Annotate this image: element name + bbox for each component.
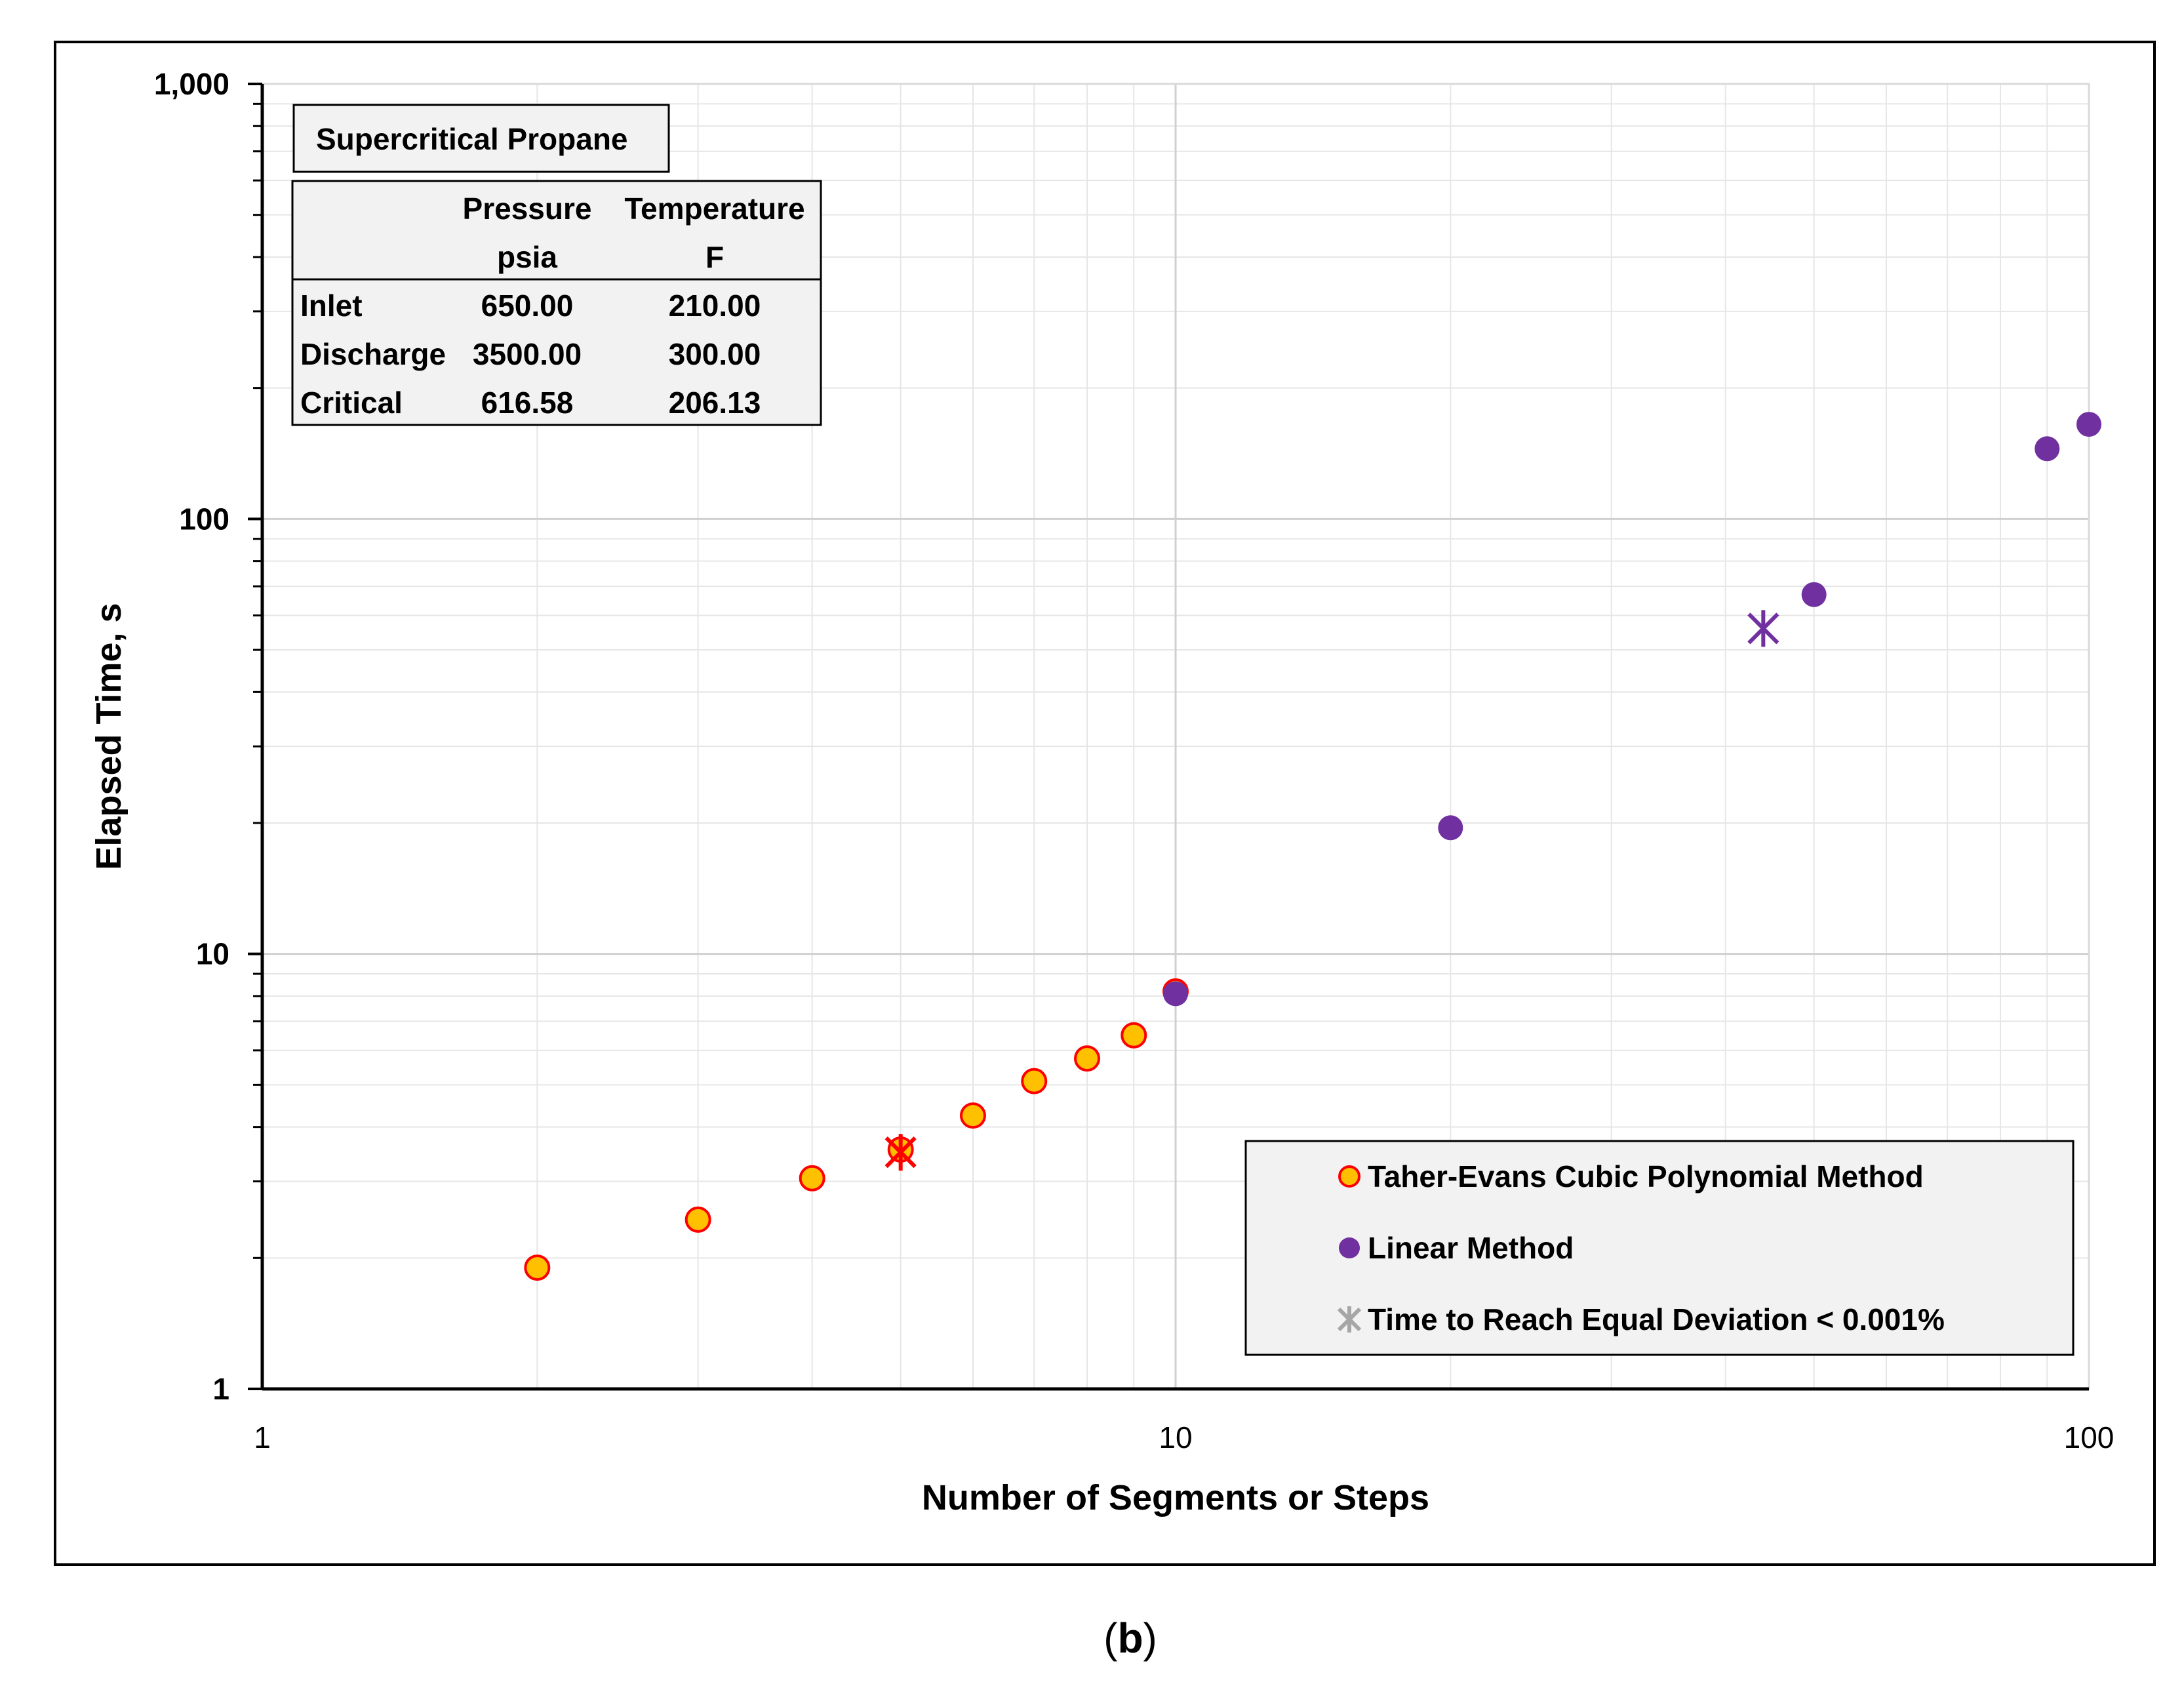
x-tick-label: 100	[2064, 1420, 2115, 1454]
table-cell: 616.58	[481, 386, 574, 420]
y-tick-label: 10	[196, 937, 229, 971]
table-cell: 210.00	[669, 289, 761, 323]
data-point-taher-evans	[959, 1102, 986, 1129]
y-tick-label: 1,000	[154, 67, 229, 101]
data-point-taher-evans	[524, 1254, 551, 1281]
table-cell: 650.00	[481, 289, 574, 323]
x-tick-label: 1	[254, 1420, 271, 1454]
data-point-equal-deviation	[884, 1134, 917, 1171]
legend-label-equal-deviation: Time to Reach Equal Deviation < 0.001%	[1368, 1302, 1945, 1336]
y-axis-title: Elapsed Time, s	[89, 603, 129, 870]
data-point-taher-evans	[1074, 1045, 1101, 1072]
table-header-pressure: Pressure	[463, 191, 592, 226]
x-axis-title: Number of Segments or Steps	[922, 1478, 1429, 1517]
y-tick-label: 100	[179, 502, 229, 536]
legend-label-taher-evans: Taher-Evans Cubic Polynomial Method	[1368, 1159, 1924, 1193]
caption-letter: b	[1117, 1614, 1143, 1662]
svg-text:(b): (b)	[1103, 1614, 1157, 1662]
table-cell: 206.13	[669, 386, 761, 420]
data-point-linear	[2035, 436, 2060, 462]
table-title-box	[292, 104, 670, 173]
annotation-table: Supercritical Propane Pressure Temperatu…	[291, 104, 822, 426]
legend-label-linear: Linear Method	[1368, 1231, 1574, 1265]
y-tick-label: 1	[212, 1372, 229, 1406]
data-point-equal-deviation	[1747, 610, 1779, 647]
table-unit-temperature: F	[705, 240, 724, 274]
data-point-taher-evans	[1021, 1068, 1048, 1094]
table-body-box	[291, 180, 822, 426]
caption-close-paren: )	[1143, 1614, 1157, 1662]
table-cell: 3500.00	[473, 337, 582, 371]
caption-open-paren: (	[1103, 1614, 1117, 1662]
data-points	[524, 412, 2101, 1281]
table-unit-pressure: psia	[497, 240, 557, 274]
data-point-taher-evans	[1121, 1022, 1147, 1049]
table-cell: 300.00	[669, 337, 761, 371]
data-point-taher-evans	[799, 1165, 825, 1192]
data-point-linear	[1801, 582, 1827, 607]
data-point-linear	[1163, 981, 1188, 1007]
legend-marker-equal-deviation	[1337, 1306, 1362, 1333]
table-row-label: Inlet	[300, 289, 363, 323]
table-header-temperature: Temperature	[624, 191, 804, 226]
x-tick-labels: 1 10 100	[254, 1420, 2114, 1454]
legend: Taher-Evans Cubic Polynomial Method Line…	[1244, 1140, 2075, 1356]
x-tick-label: 10	[1159, 1420, 1192, 1454]
y-minor-ticks	[248, 83, 262, 1390]
table-row-label: Discharge	[300, 337, 446, 371]
data-point-linear	[1438, 815, 1463, 841]
legend-box	[1244, 1140, 2075, 1356]
legend-marker-taher-evans	[1338, 1165, 1360, 1188]
legend-marker-linear	[1339, 1237, 1360, 1258]
y-tick-labels: 1 10 100 1,000	[154, 67, 229, 1406]
data-point-linear	[2076, 412, 2101, 437]
caption: (b)	[1103, 1614, 1157, 1662]
table-title: Supercritical Propane	[316, 122, 628, 156]
data-point-taher-evans	[685, 1206, 711, 1233]
table-row-label: Critical	[300, 386, 403, 420]
